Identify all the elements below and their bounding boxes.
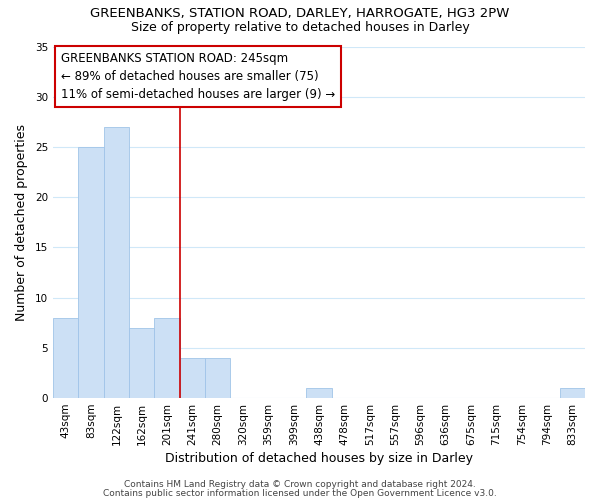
Y-axis label: Number of detached properties: Number of detached properties [15, 124, 28, 321]
Bar [154, 318, 180, 398]
Text: Size of property relative to detached houses in Darley: Size of property relative to detached ho… [131, 21, 469, 34]
Bar [180, 358, 205, 398]
Bar [307, 388, 332, 398]
Text: GREENBANKS STATION ROAD: 245sqm
← 89% of detached houses are smaller (75)
11% of: GREENBANKS STATION ROAD: 245sqm ← 89% of… [61, 52, 335, 101]
Bar [205, 358, 230, 398]
X-axis label: Distribution of detached houses by size in Darley: Distribution of detached houses by size … [165, 452, 473, 465]
Bar [560, 388, 585, 398]
Text: GREENBANKS, STATION ROAD, DARLEY, HARROGATE, HG3 2PW: GREENBANKS, STATION ROAD, DARLEY, HARROG… [91, 8, 509, 20]
Text: Contains HM Land Registry data © Crown copyright and database right 2024.: Contains HM Land Registry data © Crown c… [124, 480, 476, 489]
Bar [104, 127, 129, 398]
Bar [129, 328, 154, 398]
Bar [53, 318, 79, 398]
Bar [79, 147, 104, 398]
Text: Contains public sector information licensed under the Open Government Licence v3: Contains public sector information licen… [103, 488, 497, 498]
